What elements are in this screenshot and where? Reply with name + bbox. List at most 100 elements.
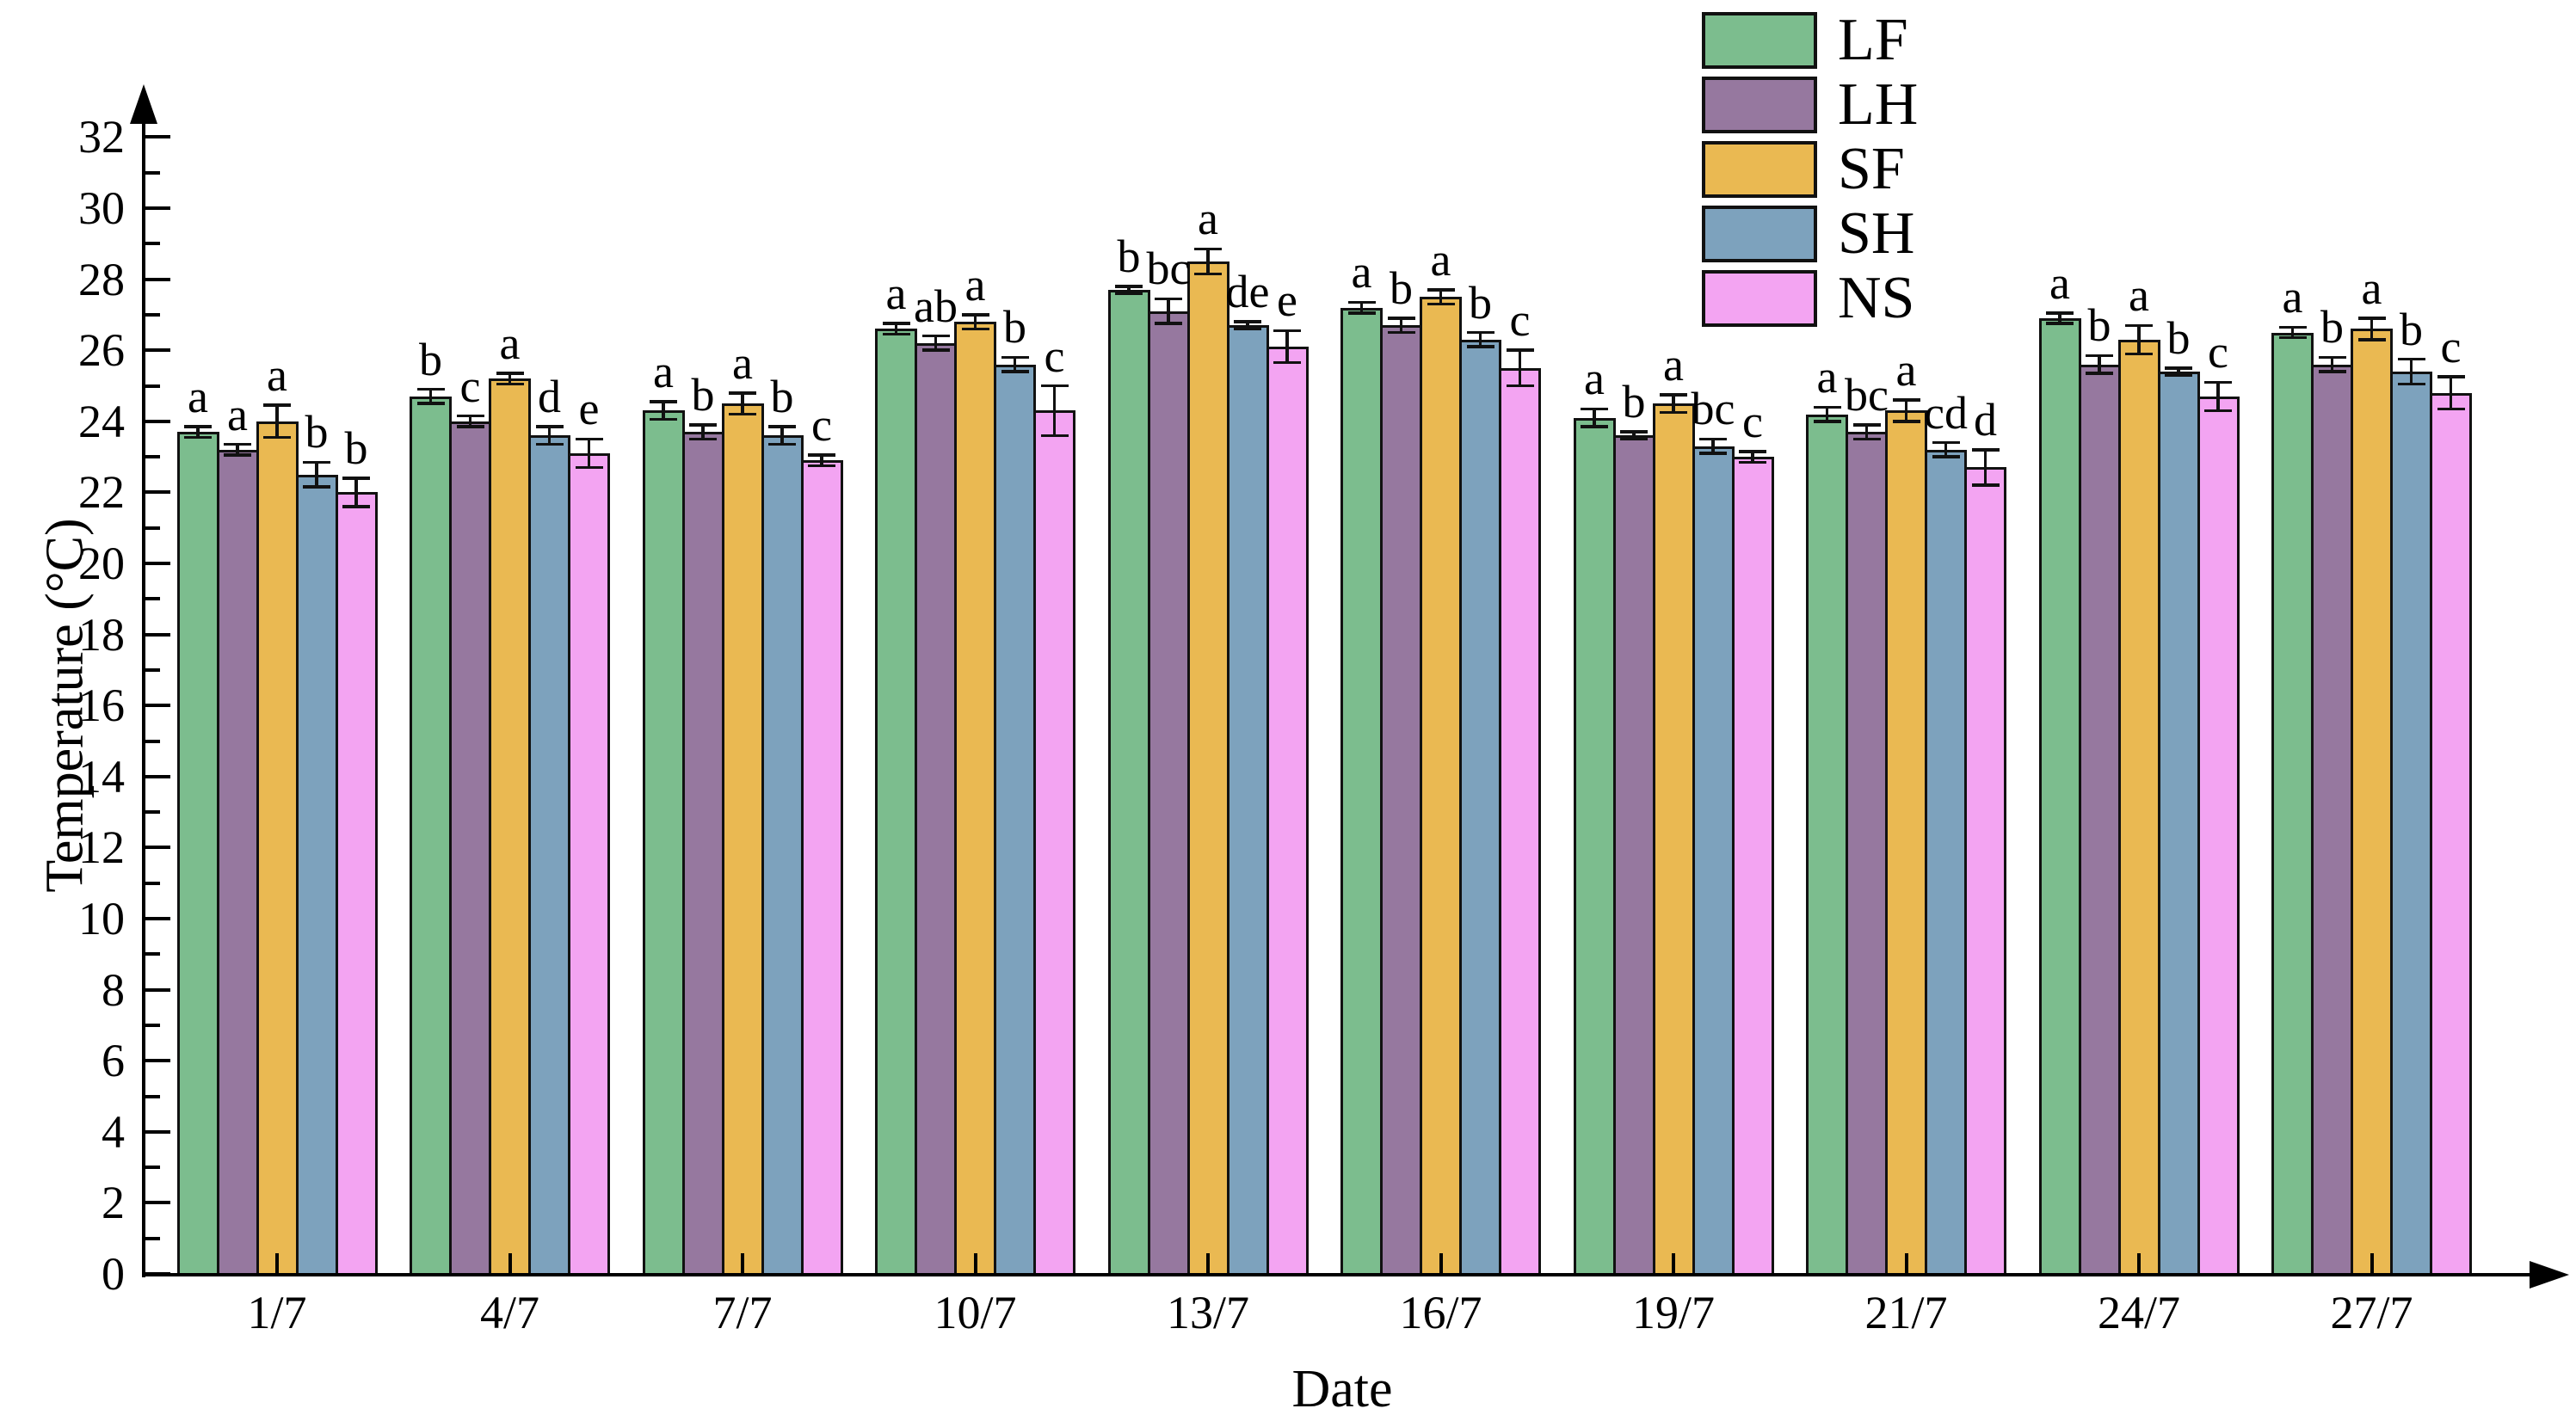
significance-letter: a — [885, 268, 907, 320]
error-bar — [820, 455, 823, 466]
bar-LH — [1612, 435, 1655, 1276]
error-bar-cap — [456, 414, 484, 418]
bar-SF — [2117, 339, 2160, 1276]
error-bar-cap — [1581, 425, 1608, 428]
error-bar-cap — [2318, 355, 2346, 360]
bar-NS — [1033, 410, 1075, 1276]
x-tick-label: 4/7 — [479, 1287, 540, 1338]
error-bar-cap — [1892, 398, 1920, 402]
significance-letter: a — [188, 370, 208, 422]
error-bar — [1013, 357, 1017, 372]
legend-label: LF — [1838, 7, 1908, 73]
error-bar — [354, 477, 358, 507]
y-major-tick — [145, 206, 170, 210]
error-bar-cap — [1852, 437, 1881, 441]
x-category-tick — [973, 1253, 977, 1274]
significance-letter: a — [1351, 246, 1372, 298]
error-bar — [741, 392, 744, 415]
error-bar — [1439, 289, 1443, 304]
y-minor-tick — [145, 242, 160, 246]
y-minor-tick — [145, 455, 160, 459]
bar-SH — [1925, 449, 1967, 1276]
error-bar-cap — [882, 332, 910, 336]
x-axis — [142, 1273, 2533, 1276]
significance-letter: bc — [1146, 243, 1191, 295]
error-bar — [1864, 424, 1869, 440]
error-bar — [275, 405, 279, 438]
error-bar-cap — [2086, 372, 2113, 375]
error-bar-cap — [342, 505, 370, 508]
y-minor-tick — [145, 810, 160, 815]
bar-LH — [2311, 364, 2353, 1276]
error-bar-cap — [416, 402, 445, 405]
x-tick-label: 1/7 — [247, 1287, 307, 1338]
bar-SF — [2351, 329, 2393, 1276]
x-axis-title: Date — [1291, 1360, 1393, 1418]
legend-label: LH — [1838, 71, 1919, 138]
x-category-tick — [1672, 1253, 1675, 1274]
error-bar-cap — [1699, 452, 1727, 455]
bar-SF — [1420, 297, 1462, 1276]
bar-SH — [1459, 339, 1501, 1276]
error-bar — [1127, 286, 1131, 294]
error-bar-cap — [1892, 420, 1920, 423]
y-tick-label: 22 — [78, 466, 125, 519]
y-major-tick — [145, 846, 170, 850]
bar-NS — [1499, 367, 1541, 1276]
x-tick-label: 13/7 — [1166, 1287, 1250, 1338]
error-bar — [1359, 302, 1364, 313]
significance-letter: b — [691, 368, 715, 421]
error-bar — [780, 426, 784, 445]
significance-letter: a — [653, 346, 674, 398]
significance-letter: a — [1663, 338, 1684, 391]
legend: LF LH SF SH NS — [1702, 7, 1919, 335]
error-bar-cap — [1660, 393, 1687, 397]
y-tick-label: 16 — [78, 680, 125, 732]
y-tick-label: 8 — [102, 963, 125, 1016]
x-category-tick — [2137, 1253, 2141, 1274]
error-bar — [547, 426, 552, 445]
error-bar — [1478, 332, 1482, 348]
y-tick-label: 30 — [78, 182, 125, 234]
significance-letter: b — [1003, 301, 1026, 354]
error-bar-cap — [1660, 410, 1687, 415]
error-bar — [934, 335, 938, 351]
significance-letter: c — [2208, 326, 2228, 378]
error-bar — [1593, 409, 1596, 427]
bar-LH — [1380, 325, 1422, 1276]
error-bar-cap — [1115, 292, 1143, 295]
error-bar-cap — [1813, 420, 1841, 423]
error-bar-cap — [2357, 338, 2386, 341]
significance-letter: a — [732, 336, 753, 389]
error-bar-cap — [575, 437, 603, 441]
y-tick-label: 32 — [78, 111, 125, 163]
bar-NS — [2430, 392, 2472, 1276]
error-bar-cap — [689, 437, 717, 441]
bar-NS — [335, 492, 378, 1276]
significance-letter: b — [1622, 376, 1646, 428]
x-category-tick — [1904, 1253, 1908, 1274]
error-bar-cap — [263, 435, 291, 440]
error-bar-cap — [575, 465, 603, 470]
error-bar-cap — [1506, 384, 1534, 388]
error-bar-cap — [1234, 327, 1261, 331]
significance-letter: a — [267, 349, 287, 402]
error-bar — [1246, 322, 1249, 329]
legend-item-SH: SH — [1702, 204, 1918, 264]
significance-letter: b — [1390, 262, 1413, 315]
significance-letter: a — [2129, 269, 2149, 322]
legend-label: SF — [1838, 136, 1905, 202]
error-bar-cap — [1620, 437, 1648, 441]
error-bar-cap — [1001, 355, 1029, 360]
bar-LH — [2078, 364, 2121, 1276]
error-bar — [1983, 449, 1987, 486]
significance-letter: bc — [1691, 383, 1735, 435]
legend-swatch-LF — [1702, 12, 1817, 69]
error-bar-cap — [263, 403, 291, 407]
y-tick-label: 18 — [78, 608, 125, 661]
y-major-tick — [145, 348, 170, 353]
bar-NS — [1964, 467, 2006, 1276]
bar-LH — [681, 432, 724, 1276]
y-minor-tick — [145, 667, 160, 672]
